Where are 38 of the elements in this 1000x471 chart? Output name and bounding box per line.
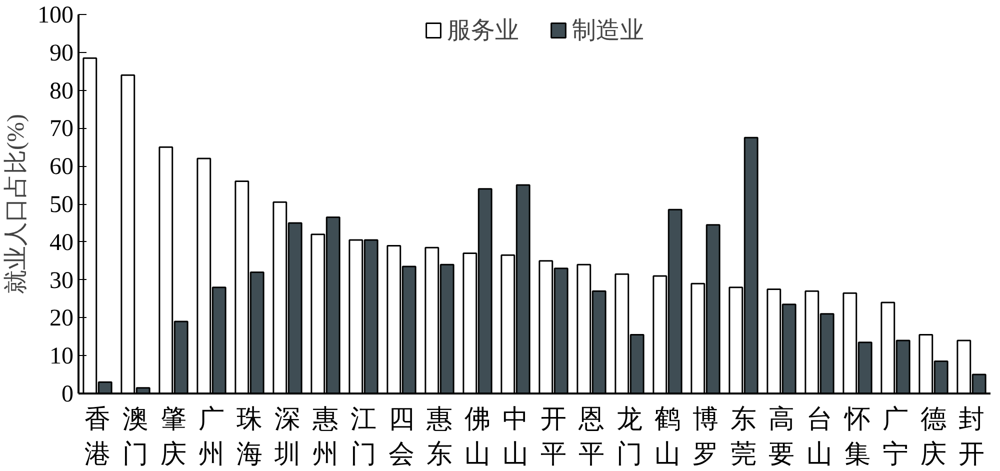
x-tick-label: 佛山 <box>464 404 490 468</box>
x-tick-label: 台山 <box>806 404 832 468</box>
y-tick-label: 100 <box>38 2 74 28</box>
x-tick-label: 东莞 <box>730 404 756 468</box>
x-tick-label: 封开 <box>958 404 984 468</box>
x-tick-label: 鹤山 <box>654 404 680 468</box>
x-tick-label: 澳门 <box>122 404 148 468</box>
x-tick-label: 广州 <box>198 404 224 468</box>
x-tick-label: 香港 <box>84 404 110 468</box>
y-tick-label: 0 <box>62 382 74 408</box>
y-tick-label: 90 <box>50 40 74 66</box>
x-tick-label: 博罗 <box>692 404 718 468</box>
x-tick-label: 中山 <box>502 404 528 468</box>
x-tick-label: 开平 <box>540 404 566 468</box>
legend-label: 制造业 <box>572 17 644 46</box>
y-tick-label: 20 <box>50 306 74 332</box>
x-tick-label: 肇庆 <box>160 404 186 468</box>
x-tick-label: 龙门 <box>616 404 642 468</box>
x-tick-label: 德庆 <box>920 404 946 468</box>
x-tick-label: 惠东 <box>426 404 452 468</box>
y-tick-label: 10 <box>50 344 74 370</box>
legend-label: 服务业 <box>447 17 519 46</box>
y-tick-label: 40 <box>50 230 74 256</box>
x-tick-label: 惠州 <box>312 404 338 468</box>
y-tick-label: 60 <box>50 154 74 180</box>
x-tick-label: 四会 <box>388 404 414 468</box>
x-tick-label: 广宁 <box>882 404 908 468</box>
y-tick-label: 30 <box>50 268 74 294</box>
y-axis-title: 就业人口占比(%) <box>4 114 30 294</box>
y-tick-label: 50 <box>50 192 74 218</box>
y-tick-label: 80 <box>50 78 74 104</box>
x-tick-label: 珠海 <box>236 404 262 468</box>
x-tick-label: 怀集 <box>844 404 870 468</box>
x-tick-label: 深圳 <box>274 404 300 468</box>
x-tick-label: 江门 <box>350 404 376 468</box>
x-tick-label: 恩平 <box>578 404 604 468</box>
y-tick-label: 70 <box>50 116 74 142</box>
x-tick-label: 高要 <box>768 404 794 468</box>
